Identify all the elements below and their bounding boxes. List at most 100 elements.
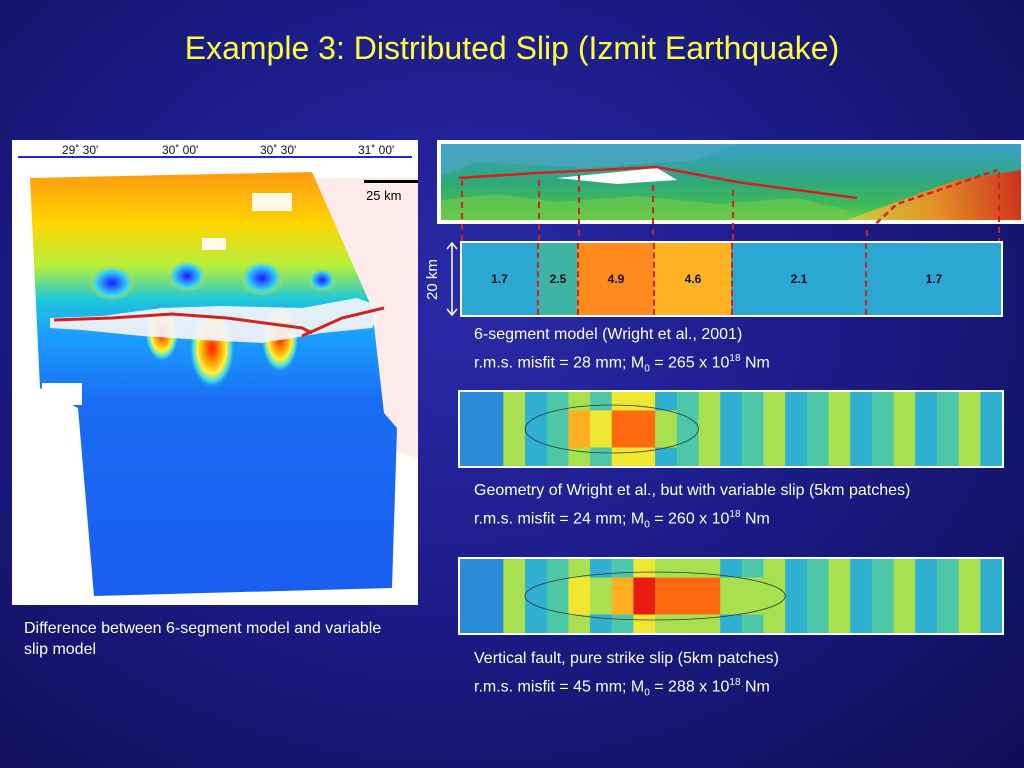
misfit-text: Nm [740, 678, 770, 696]
slip-cell [590, 614, 613, 634]
slip-cell [676, 559, 699, 578]
slip-cell [893, 429, 916, 448]
slip-cell [893, 596, 916, 615]
slip-cell [958, 410, 981, 430]
slip-cell [698, 614, 721, 634]
superscript: 18 [729, 509, 741, 520]
slip-cell [698, 577, 721, 597]
topography-strip [437, 140, 1024, 224]
slip-cell [828, 447, 851, 467]
misfit-text: Nm [740, 354, 770, 372]
segment: 4.6 [653, 243, 731, 315]
slip-cell [763, 447, 786, 467]
slip-cell [741, 577, 765, 597]
slip-cell [546, 447, 569, 467]
slip-cell [655, 577, 678, 597]
slip-cell [481, 429, 504, 448]
depth-arrow [446, 241, 458, 317]
slip-cell [460, 577, 483, 597]
slip-cell [460, 410, 483, 430]
slip-cell [720, 410, 743, 430]
slip-cell [460, 429, 483, 448]
slip-cell [850, 559, 873, 578]
slip-cell [741, 429, 765, 448]
slip-cell [720, 596, 743, 615]
decorrelation-patch [202, 238, 226, 250]
slip-cell [503, 392, 526, 411]
slip-cell [460, 559, 483, 578]
slip-cell [655, 410, 678, 430]
slip-cell [785, 429, 808, 448]
slip-cell [633, 614, 656, 634]
slip-cell [763, 614, 786, 634]
slip-cell [611, 410, 634, 430]
slip-cell [568, 559, 591, 578]
slip-cell [915, 447, 938, 467]
slip-cell [915, 596, 938, 615]
slip-grid [460, 559, 1003, 634]
slip-cell [546, 410, 569, 430]
misfit-text: = 260 x 10 [649, 510, 730, 528]
slip-cell [568, 392, 591, 411]
slip-cell [828, 577, 851, 597]
slip-cell [546, 614, 569, 634]
slip-cell [546, 429, 569, 448]
misfit-text: Nm [740, 510, 770, 528]
slip-cell [698, 392, 721, 411]
slip-cell [828, 410, 851, 430]
slip-cell [676, 596, 699, 615]
map-caption: Difference between 6-segment model and v… [24, 620, 382, 658]
slip-cell [915, 410, 938, 430]
slip-cell [590, 392, 613, 411]
slip-cell [676, 577, 699, 597]
slip-cell [460, 614, 483, 634]
decorrelation-patch [252, 193, 292, 211]
misfit-text: r.m.s. misfit = 28 mm; M [474, 354, 645, 372]
slip-cell [720, 577, 743, 597]
slip-cell [915, 577, 938, 597]
slip-cell [525, 614, 548, 634]
misfit-line: r.m.s. misfit = 24 mm; M0 = 260 x 1018 N… [474, 503, 910, 538]
slip-cell [785, 447, 808, 467]
slip-cell [806, 429, 830, 448]
segment-model-bar: 1.7 2.5 4.9 4.6 2.1 1.7 [460, 241, 1003, 317]
slip-cell [611, 596, 634, 615]
slip-cell [633, 559, 656, 578]
slip-cell [503, 410, 526, 430]
slip-cell [893, 410, 916, 430]
slip-cell [871, 447, 895, 467]
slip-cell [655, 447, 678, 467]
slip-cell [958, 429, 981, 448]
slip-cell [936, 614, 960, 634]
sea-area [441, 144, 737, 176]
segment: 1.7 [865, 243, 1001, 315]
longitude-tick: 29˚ 30' [62, 143, 99, 157]
variable-slip-caption: Geometry of Wright et al., but with vari… [474, 479, 910, 538]
slip-cell [828, 614, 851, 634]
slip-cell [763, 577, 786, 597]
slip-cell [980, 577, 1003, 597]
slip-cell [611, 429, 634, 448]
slip-cell [936, 410, 960, 430]
slip-cell [481, 392, 504, 411]
subscript: 0 [644, 519, 650, 531]
slip-cell [763, 392, 786, 411]
caption-line: Geometry of Wright et al., but with vari… [474, 482, 911, 499]
slip-cell [958, 447, 981, 467]
slip-cell [850, 410, 873, 430]
slip-cell [828, 596, 851, 615]
segment-model-caption: 6-segment model (Wright et al., 2001) r.… [474, 323, 770, 382]
slip-cell [481, 559, 504, 578]
fault-trace [53, 312, 313, 335]
slip-cell [850, 392, 873, 411]
slip-cell [481, 577, 504, 597]
slip-cell [980, 559, 1003, 578]
slip-cell [915, 614, 938, 634]
slip-cell [871, 392, 895, 411]
slip-cell [763, 559, 786, 578]
slip-cell [785, 577, 808, 597]
slip-cell [633, 410, 656, 430]
slip-cell [676, 447, 699, 467]
slip-cell [676, 392, 699, 411]
slip-cell [763, 410, 786, 430]
